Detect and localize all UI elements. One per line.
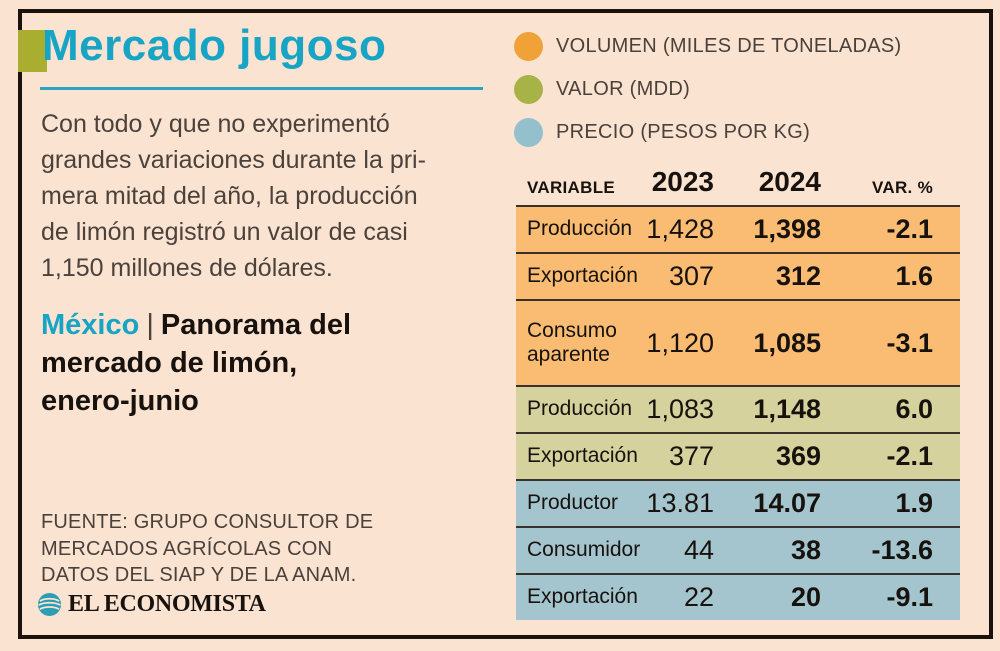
value-2023: 44 (683, 535, 714, 565)
row-label: Exportación (527, 264, 638, 288)
value-var-pct: -2.1 (886, 441, 933, 471)
value-2023: 307 (668, 261, 714, 291)
table-row: Exportación 22 20 -9.1 (516, 573, 960, 620)
chart-subtitle: México | Panorama del mercado de limón, en… (41, 306, 351, 420)
table-row: Producción 1,428 1,398 -2.1 (516, 205, 960, 252)
value-2024: 14.07 (753, 488, 821, 518)
title-underline (40, 87, 483, 90)
table-row: Exportación 377 369 -2.1 (516, 432, 960, 479)
value-2023: 22 (683, 582, 714, 612)
table-row: Exportación 307 312 1.6 (516, 252, 960, 299)
legend-label: VOLUMEN (MILES DE TONELADAS) (556, 34, 902, 57)
subtitle-separator: | (146, 309, 154, 341)
intro-line: Con todo y que no experimentó (41, 110, 390, 138)
value-2024: 1,148 (753, 394, 821, 424)
row-label: Producción (527, 397, 633, 421)
row-label: Exportación (527, 585, 638, 609)
source-line: MERCADOS AGRÍCOLAS CON (41, 537, 333, 560)
value-2024: 1,085 (753, 327, 821, 358)
legend-item-precio: PRECIO (PESOS POR KG) (514, 117, 902, 147)
value-2024: 20 (790, 582, 821, 612)
value-2023: 13.81 (646, 488, 714, 518)
title-bullet-marker (18, 30, 47, 72)
row-label: Exportación (527, 444, 638, 468)
table-row: Productor 13.81 14.07 1.9 (516, 479, 960, 526)
value-var-pct: -3.1 (886, 327, 933, 358)
brand-logo: EL ECONOMISTA (37, 591, 266, 618)
subtitle-line-3: enero-junio (41, 385, 199, 417)
precio-color-dot-icon (514, 117, 543, 147)
subtitle-line-1: México | Panorama del (41, 306, 351, 344)
source-line: DATOS DEL SIAP Y DE LA ANAM. (41, 564, 357, 586)
column-header-var-pct: VAR. % (872, 178, 933, 197)
region-label: México (41, 309, 140, 341)
column-header-variable: VARIABLE (527, 178, 616, 197)
legend-label: VALOR (MDD) (556, 77, 691, 100)
table-row: Producción 1,083 1,148 6.0 (516, 385, 960, 432)
row-label: Producción (527, 217, 633, 241)
value-var-pct: 6.0 (895, 394, 933, 424)
data-table: VARIABLE 2023 2024 VAR. % Producción 1,4… (516, 160, 960, 620)
value-2023: 1,428 (646, 214, 714, 244)
value-2023: 1,083 (646, 394, 714, 424)
value-2023: 377 (668, 441, 714, 471)
brand-name: EL ECONOMISTA (68, 591, 266, 617)
value-2024: 38 (790, 535, 821, 565)
value-var-pct: 1.9 (895, 488, 933, 518)
source-line: FUENTE: GRUPO CONSULTOR DE (41, 511, 374, 533)
subtitle-rest: Panorama del (160, 309, 352, 341)
legend-item-volumen: VOLUMEN (MILES DE TONELADAS) (514, 31, 902, 61)
table-header-row: VARIABLE 2023 2024 VAR. % (516, 160, 960, 205)
subtitle-line-2: mercado de limón, (41, 347, 298, 379)
intro-line: 1,150 millones de dólares. (41, 254, 333, 282)
row-label: Consumidor (527, 538, 641, 562)
value-2024: 369 (775, 441, 821, 471)
intro-paragraph: Con todo y que no experimentó grandes va… (41, 106, 426, 286)
source-note: FUENTE: GRUPO CONSULTOR DE MERCADOS AGRÍ… (41, 509, 373, 589)
intro-line: de limón registró un valor de casi (41, 218, 408, 246)
intro-line: grandes variaciones durante la pri- (41, 146, 426, 174)
intro-line: mera mitad del año, la producción (41, 182, 418, 210)
legend-item-valor: VALOR (MDD) (514, 74, 902, 104)
row-label: Productor (527, 491, 619, 515)
value-2024: 1,398 (753, 214, 821, 244)
value-var-pct: -13.6 (871, 535, 933, 565)
value-2023: 1,120 (646, 327, 714, 358)
value-var-pct: -2.1 (886, 214, 933, 244)
page-title: Mercado jugoso (42, 21, 387, 70)
valor-color-dot-icon (514, 74, 543, 104)
value-2024: 312 (775, 261, 821, 291)
globe-icon (37, 592, 62, 617)
column-header-2024: 2024 (758, 166, 821, 197)
legend: VOLUMEN (MILES DE TONELADAS) VALOR (MDD)… (514, 31, 902, 160)
table-row: Consumo aparente 1,120 1,085 -3.1 (516, 299, 960, 385)
legend-label: PRECIO (PESOS POR KG) (556, 120, 811, 143)
row-label: Consumo aparente (527, 318, 617, 366)
table-row: Consumidor 44 38 -13.6 (516, 526, 960, 573)
volumen-color-dot-icon (514, 31, 543, 61)
value-var-pct: 1.6 (895, 261, 933, 291)
column-header-2023: 2023 (651, 166, 714, 197)
value-var-pct: -9.1 (886, 582, 933, 612)
